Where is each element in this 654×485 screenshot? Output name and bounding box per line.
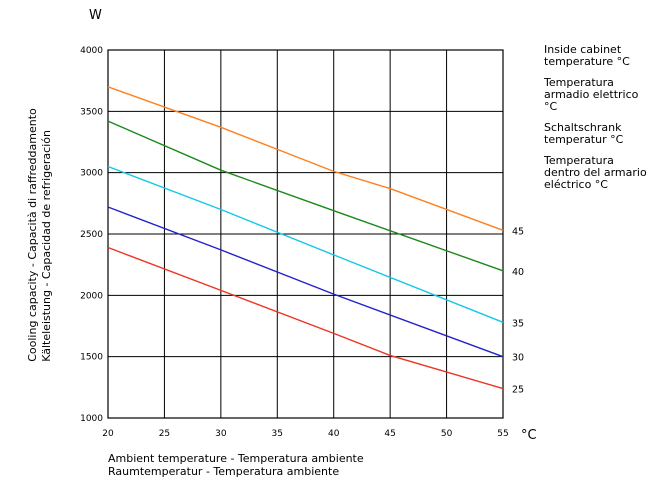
series-line-40 bbox=[107, 120, 504, 272]
plot-frame bbox=[107, 49, 504, 419]
y-tick-label-3: 2500 bbox=[80, 230, 103, 240]
y-tick-label-2: 2000 bbox=[80, 291, 103, 301]
x-tick-label-4: 40 bbox=[328, 429, 340, 439]
legend-title-en: Inside cabinet temperature °C bbox=[544, 43, 630, 68]
x-tick-label-2: 30 bbox=[215, 429, 227, 439]
x-tick-label-1: 25 bbox=[159, 429, 170, 439]
y-tick-label-4: 3000 bbox=[80, 169, 103, 179]
legend-title-block: Inside cabinet temperature °C Temperatur… bbox=[544, 44, 649, 200]
legend-title-de: Schaltschrank temperatur °C bbox=[544, 121, 624, 146]
series-line-35 bbox=[107, 165, 504, 323]
y-tick-label-0: 1000 bbox=[80, 414, 103, 424]
x-tick-label-7: 55 bbox=[497, 429, 508, 439]
y-tick-label-5: 3500 bbox=[80, 107, 103, 117]
x-tick-label-5: 45 bbox=[384, 429, 395, 439]
series-line-30 bbox=[107, 206, 504, 358]
legend-title-it: Temperatura armadio elettrico °C bbox=[544, 76, 639, 113]
y-tick-label-6: 4000 bbox=[80, 46, 103, 56]
x-tick-label-6: 50 bbox=[441, 429, 453, 439]
x-tick-label-3: 35 bbox=[272, 429, 283, 439]
x-tick-label-0: 20 bbox=[102, 429, 114, 439]
y-tick-label-1: 1500 bbox=[80, 353, 103, 363]
x-axis-title-line-2: Raumtemperatur - Temperatura ambiente bbox=[108, 465, 340, 478]
y-unit-label: W bbox=[89, 8, 102, 23]
series-line-25 bbox=[107, 246, 504, 390]
series-label-30: 30 bbox=[512, 353, 524, 364]
series-label-35: 35 bbox=[512, 318, 524, 329]
x-unit-label: °C bbox=[521, 428, 537, 443]
series-label-45: 45 bbox=[512, 226, 524, 237]
legend-title-es: Temperatura dentro del armario eléctrico… bbox=[544, 154, 647, 191]
series-label-40: 40 bbox=[512, 267, 524, 278]
x-axis-title: Ambient temperature - Temperatura ambien… bbox=[108, 452, 364, 478]
x-axis-title-line-1: Ambient temperature - Temperatura ambien… bbox=[108, 452, 364, 465]
series-label-25: 25 bbox=[512, 385, 524, 396]
series-line-45 bbox=[107, 86, 504, 231]
